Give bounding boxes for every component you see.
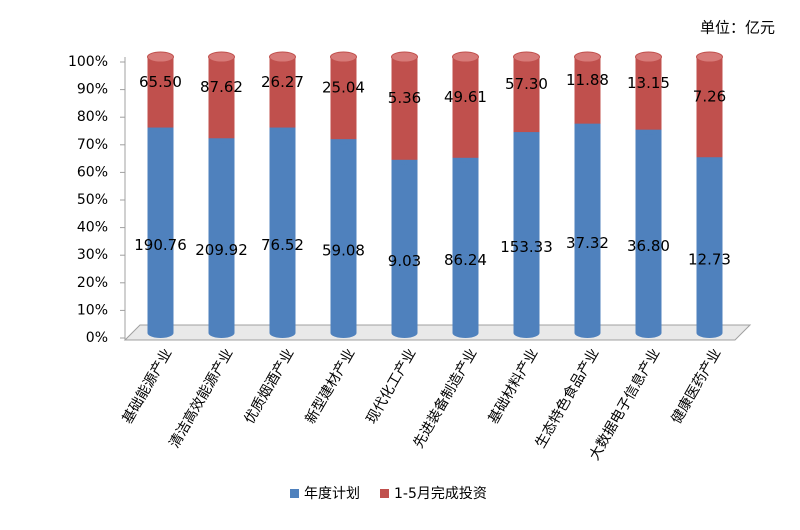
cylinder-top bbox=[269, 51, 296, 63]
unit-label: 单位：亿元 bbox=[700, 19, 775, 37]
bar-segment bbox=[635, 57, 662, 130]
value-label: 86.24 bbox=[444, 251, 487, 269]
x-tick-label: 健康医药产业 bbox=[668, 346, 725, 427]
legend-label: 年度计划 bbox=[304, 486, 360, 502]
bar-segment bbox=[452, 57, 479, 158]
bar-segment bbox=[452, 157, 479, 333]
y-tick-label: 60% bbox=[77, 164, 108, 180]
value-label: 12.73 bbox=[688, 251, 731, 269]
x-tick-label: 大数据电子信息产业 bbox=[586, 346, 664, 464]
bar-segment bbox=[391, 159, 418, 333]
value-label: 57.30 bbox=[505, 75, 548, 93]
y-tick-label: 90% bbox=[77, 82, 108, 98]
y-tick-label: 70% bbox=[77, 137, 108, 153]
y-tick-label: 0% bbox=[86, 330, 108, 346]
bar-segment bbox=[208, 138, 235, 333]
bar-segment bbox=[269, 57, 296, 128]
bar-segment bbox=[269, 127, 296, 334]
bar-segment bbox=[574, 57, 601, 124]
y-tick-label: 100% bbox=[68, 54, 108, 70]
cylinder-top bbox=[452, 51, 479, 63]
value-label: 5.36 bbox=[388, 89, 421, 107]
bar-segment bbox=[330, 57, 357, 140]
bar-segment bbox=[513, 132, 540, 333]
bar-segment bbox=[147, 127, 174, 334]
cylinder-top bbox=[574, 51, 601, 63]
y-tick-label: 50% bbox=[77, 192, 108, 208]
value-label: 209.92 bbox=[195, 241, 248, 259]
x-tick-label: 新型建材产业 bbox=[303, 346, 359, 427]
x-tick-label: 优质烟酒产业 bbox=[242, 346, 298, 427]
value-label: 36.80 bbox=[627, 237, 670, 255]
value-label: 65.50 bbox=[139, 73, 182, 91]
y-tick-label: 10% bbox=[77, 302, 108, 318]
value-label: 49.61 bbox=[444, 88, 487, 106]
value-label: 11.88 bbox=[566, 71, 609, 89]
value-label: 76.52 bbox=[261, 236, 304, 254]
value-label: 26.27 bbox=[261, 73, 304, 91]
cylinder-top bbox=[391, 51, 418, 63]
bar-segment bbox=[513, 57, 540, 133]
legend-swatch bbox=[290, 489, 299, 498]
bar-segment bbox=[391, 57, 418, 160]
x-tick-label: 清洁高效能源产业 bbox=[166, 346, 237, 451]
y-tick-label: 40% bbox=[77, 220, 108, 236]
bar-segment bbox=[696, 157, 723, 333]
legend-label: 1-5月完成投资 bbox=[394, 486, 487, 502]
value-label: 25.04 bbox=[322, 79, 365, 97]
bar-segment bbox=[208, 57, 235, 139]
value-label: 7.26 bbox=[693, 88, 726, 106]
value-label: 59.08 bbox=[322, 242, 365, 260]
cylinder-top bbox=[513, 51, 540, 63]
bar-segment bbox=[574, 123, 601, 333]
y-tick-label: 20% bbox=[77, 275, 108, 291]
bar-segment bbox=[330, 139, 357, 333]
x-tick-label: 基础材料产业 bbox=[485, 346, 542, 427]
cylinder-top bbox=[696, 51, 723, 63]
cylinder-top bbox=[208, 51, 235, 63]
value-label: 190.76 bbox=[134, 236, 187, 254]
cylinder-top bbox=[147, 51, 174, 63]
value-label: 153.33 bbox=[500, 238, 553, 256]
legend-swatch bbox=[380, 489, 389, 498]
x-tick-label: 基础能源产业 bbox=[119, 346, 176, 427]
bar-segment bbox=[147, 57, 174, 128]
value-label: 9.03 bbox=[388, 252, 421, 270]
bar-segment bbox=[635, 129, 662, 333]
y-tick-label: 30% bbox=[77, 247, 108, 263]
value-label: 13.15 bbox=[627, 74, 670, 92]
value-label: 87.62 bbox=[200, 78, 243, 96]
bar-segment bbox=[696, 57, 723, 158]
y-tick-label: 80% bbox=[77, 109, 108, 125]
cylinder-top bbox=[330, 51, 357, 63]
x-tick-label: 先进装备制造产业 bbox=[410, 346, 481, 451]
value-label: 37.32 bbox=[566, 234, 609, 252]
x-tick-label: 生态特色食品产业 bbox=[532, 346, 603, 451]
cylinder-top bbox=[635, 51, 662, 63]
x-tick-label: 现代化工产业 bbox=[364, 346, 420, 427]
